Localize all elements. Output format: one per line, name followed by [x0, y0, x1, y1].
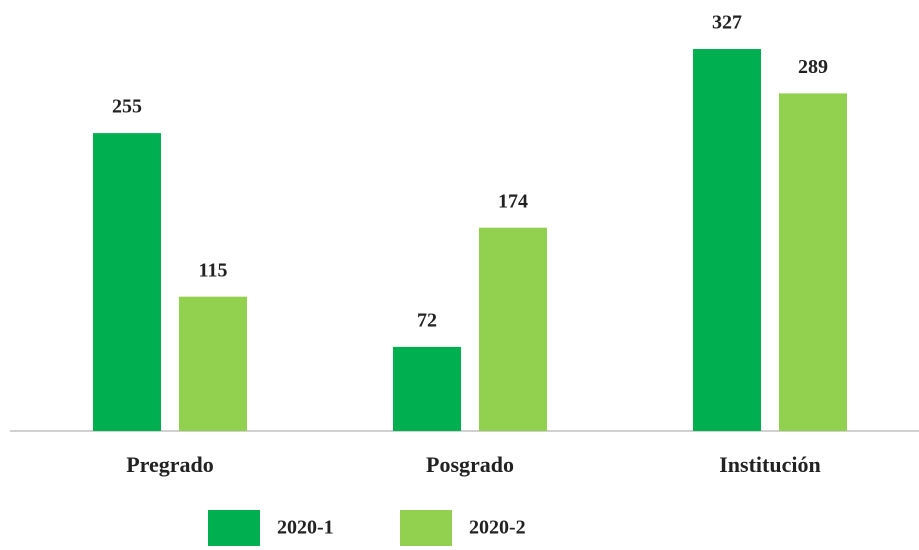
bar: [179, 296, 247, 431]
value-label: 72: [417, 309, 437, 331]
value-label: 327: [712, 12, 742, 34]
legend-label: 2020-2: [469, 517, 526, 539]
x-tick-label: Institución: [719, 452, 820, 477]
bar: [479, 227, 547, 431]
bar: [93, 133, 161, 431]
x-tick-label: Pregrado: [126, 452, 214, 477]
bar: [393, 346, 461, 431]
legend-label: 2020-1: [277, 517, 334, 539]
value-label: 174: [498, 190, 528, 212]
value-label: 255: [112, 96, 142, 118]
legend-swatch: [400, 510, 452, 546]
bar: [779, 93, 847, 432]
legend-swatch: [208, 510, 260, 546]
bar: [693, 49, 761, 431]
x-tick-label: Posgrado: [426, 452, 514, 477]
value-label: 115: [199, 259, 228, 281]
value-label: 289: [798, 56, 828, 78]
